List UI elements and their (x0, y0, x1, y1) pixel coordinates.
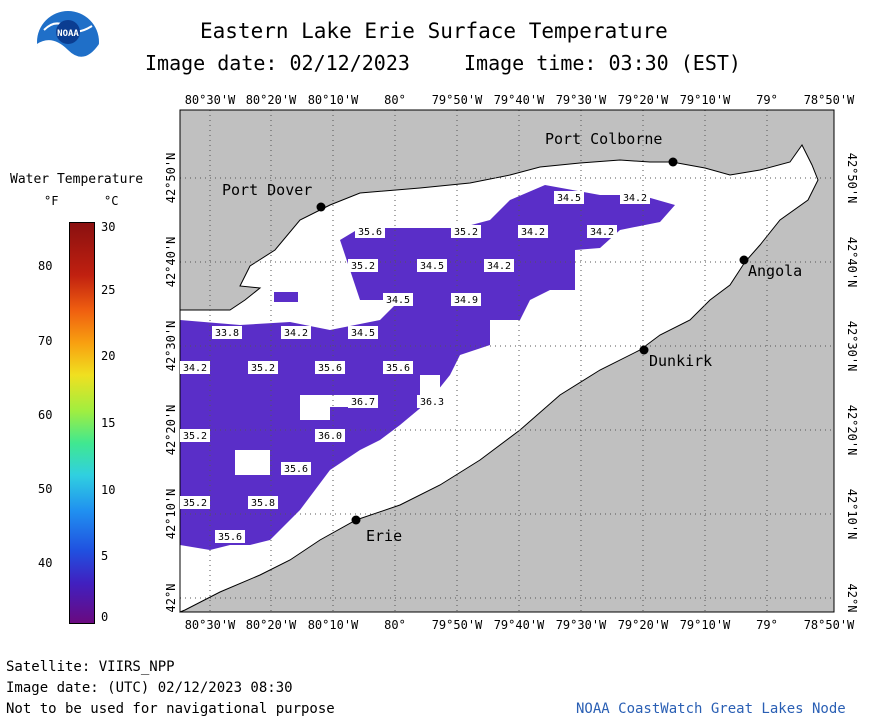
lon-bottom-1: 80°20'W (246, 618, 297, 632)
lat-left-5: 42°N (164, 584, 178, 613)
lon-top-3: 80° (384, 93, 406, 107)
c-tick-10: 10 (101, 483, 116, 497)
temp-label-11: 33.8 (215, 328, 239, 339)
lon-top-5: 79°40'W (494, 93, 545, 107)
lon-top-7: 79°20'W (618, 93, 669, 107)
temp-label-4: 34.2 (521, 227, 545, 238)
lon-bottom-7: 79°20'W (618, 618, 669, 632)
lat-right-1: 42°40'N (845, 237, 859, 288)
page-title: Eastern Lake Erie Surface Temperature (200, 19, 668, 43)
lat-right-2: 42°30'N (845, 321, 859, 372)
lon-bottom-5: 79°40'W (494, 618, 545, 632)
credit: NOAA CoastWatch Great Lakes Node (576, 701, 846, 717)
lat-right-5: 42°N (845, 584, 859, 613)
temp-label-20: 35.2 (183, 431, 207, 442)
lon-bottom-9: 79° (756, 618, 778, 632)
temp-label-17: 35.6 (386, 363, 410, 374)
temp-label-9: 34.5 (386, 295, 410, 306)
legend-ticks: 80 70 60 50 40 30 25 20 15 10 5 0 (0, 0, 160, 640)
logo-text: NOAA (57, 29, 79, 39)
lon-bottom-2: 80°10'W (308, 618, 359, 632)
lat-left-4: 42°10'N (164, 489, 178, 540)
legend-title: Water Temperature (10, 172, 144, 187)
lat-left-2: 42°30'N (164, 321, 178, 372)
lat-right-3: 42°20'N (845, 405, 859, 456)
city-erie: Erie (366, 527, 402, 545)
temp-label-2: 35.6 (358, 227, 382, 238)
temp-label-22: 35.6 (284, 464, 308, 475)
noaa-logo: NOAA (36, 10, 100, 75)
c-tick-20: 20 (101, 349, 116, 363)
city-markers (316, 157, 749, 525)
lon-top-4: 79°50'W (432, 93, 483, 107)
lon-bottom-3: 80° (384, 618, 406, 632)
lon-bottom-4: 79°50'W (432, 618, 483, 632)
temp-label-24: 35.8 (251, 498, 275, 509)
temp-label-7: 34.5 (420, 261, 444, 272)
temperature-labels: 34.5 34.2 35.6 35.2 34.2 34.2 35.2 34.5 … (180, 191, 650, 543)
lat-left-3: 42°20'N (164, 405, 178, 456)
temp-label-0: 34.5 (557, 193, 581, 204)
f-tick-70: 70 (38, 334, 53, 348)
legend-unit-f: °F (44, 194, 59, 208)
f-tick-80: 80 (38, 259, 53, 273)
disclaimer: Not to be used for navigational purpose (6, 701, 335, 717)
lon-top-9: 79° (756, 93, 778, 107)
temp-label-21: 36.0 (318, 431, 342, 442)
lon-bottom-8: 79°10'W (680, 618, 731, 632)
image-time-label: Image time: 03:30 (EST) (464, 51, 741, 75)
lat-left-0: 42°50'N (164, 153, 178, 204)
f-tick-50: 50 (38, 482, 53, 496)
c-tick-25: 25 (101, 283, 116, 297)
image-date-label: Image date: 02/12/2023 (145, 51, 410, 75)
temp-label-10: 34.9 (454, 295, 478, 306)
lat-left-1: 42°40'N (164, 237, 178, 288)
city-port-colborne: Port Colborne (545, 130, 662, 148)
lat-right-0: 42°50'N (845, 153, 859, 204)
utc-date-label: Image date: (UTC) 02/12/2023 08:30 (6, 680, 293, 696)
temp-label-18: 36.7 (351, 397, 375, 408)
temp-label-8: 34.2 (487, 261, 511, 272)
lon-top-1: 80°20'W (246, 93, 297, 107)
temp-label-1: 34.2 (623, 193, 647, 204)
lon-top-6: 79°30'W (556, 93, 607, 107)
lon-top-2: 80°10'W (308, 93, 359, 107)
temp-label-23: 35.2 (183, 498, 207, 509)
legend-unit-c: °C (104, 194, 119, 208)
temp-label-12: 34.2 (284, 328, 308, 339)
city-dunkirk: Dunkirk (649, 352, 712, 370)
city-angola: Angola (748, 262, 802, 280)
f-tick-60: 60 (38, 408, 53, 422)
temp-label-3: 35.2 (454, 227, 478, 238)
temp-label-14: 34.2 (183, 363, 207, 374)
temperature-region (180, 185, 675, 550)
satellite-label: Satellite: VIIRS_NPP (6, 659, 175, 675)
lat-right-4: 42°10'N (845, 489, 859, 540)
lon-top-10: 78°50'W (804, 93, 855, 107)
temp-label-13: 34.5 (351, 328, 375, 339)
temp-label-16: 35.6 (318, 363, 342, 374)
c-tick-5: 5 (101, 549, 109, 563)
lon-top-8: 79°10'W (680, 93, 731, 107)
city-port-dover: Port Dover (222, 181, 312, 199)
c-tick-30: 30 (101, 220, 116, 234)
temp-label-25: 35.6 (218, 532, 242, 543)
lon-top-0: 80°30'W (185, 93, 236, 107)
temp-label-5: 34.2 (590, 227, 614, 238)
temp-label-19: 36.3 (420, 397, 444, 408)
c-tick-0: 0 (101, 610, 109, 624)
temp-label-6: 35.2 (351, 261, 375, 272)
c-tick-15: 15 (101, 416, 116, 430)
f-tick-40: 40 (38, 556, 53, 570)
color-scale-bar (69, 222, 95, 624)
temp-label-15: 35.2 (251, 363, 275, 374)
lon-bottom-6: 79°30'W (556, 618, 607, 632)
lon-bottom-10: 78°50'W (804, 618, 855, 632)
lon-bottom-0: 80°30'W (185, 618, 236, 632)
